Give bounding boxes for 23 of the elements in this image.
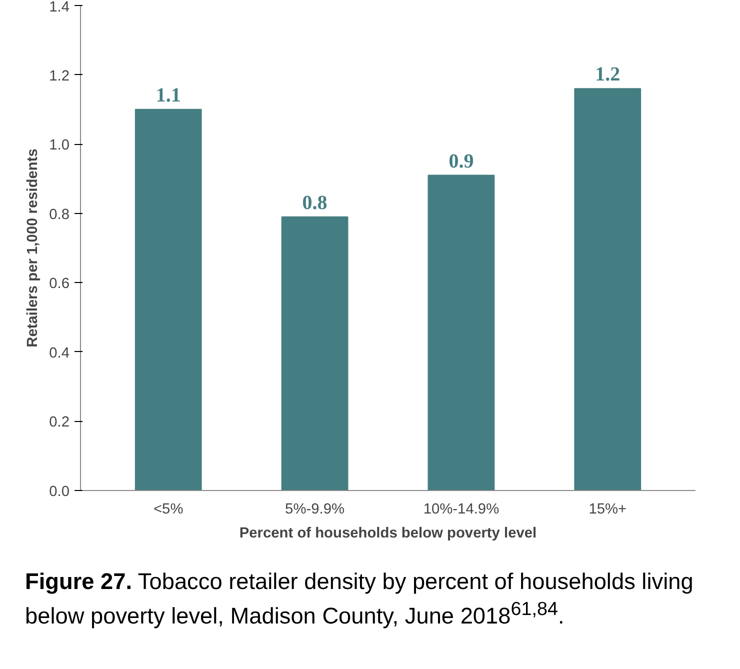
x-tick-label: 15%+ — [588, 502, 627, 518]
bar — [281, 216, 348, 490]
bar — [428, 174, 495, 490]
caption: Figure 27. Tobacco retailer density by percent of households living below poverty level, Madison County, June 2018$^{61,84}$. — [25, 567, 694, 631]
data-label: 0.8 — [302, 192, 328, 214]
text: 0.4 — [49, 345, 70, 362]
text: 1.0 — [49, 138, 70, 154]
text: 1.4 — [49, 0, 70, 16]
data-label: 0.9 — [448, 150, 474, 172]
text: 1.2 — [49, 68, 70, 84]
y-axis-title: Retailers per 1,000 residents — [25, 148, 42, 348]
text: 0.0 — [49, 484, 70, 500]
bar — [574, 88, 642, 490]
text: 0.2 — [49, 414, 70, 431]
data-label: 1.1 — [156, 84, 181, 106]
bar — [134, 108, 202, 490]
x-tick-label: 5%-9.9% — [285, 502, 345, 518]
x-tick-label: 10%-14.9% — [423, 502, 500, 518]
x-tick-label: <5% — [153, 502, 184, 518]
text: 0.6 — [49, 276, 70, 292]
text: 0.8 — [49, 206, 70, 223]
x-axis-title: Percent of households below poverty level — [239, 526, 537, 542]
data-label: 1.2 — [595, 64, 620, 86]
